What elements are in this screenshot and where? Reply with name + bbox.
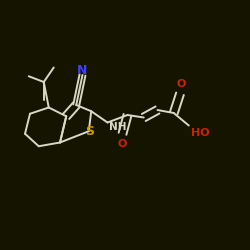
Text: HO: HO xyxy=(190,128,209,138)
Text: O: O xyxy=(118,139,127,149)
Text: NH: NH xyxy=(109,122,126,132)
Text: S: S xyxy=(86,125,94,138)
Text: N: N xyxy=(77,64,88,77)
Text: O: O xyxy=(176,79,186,89)
